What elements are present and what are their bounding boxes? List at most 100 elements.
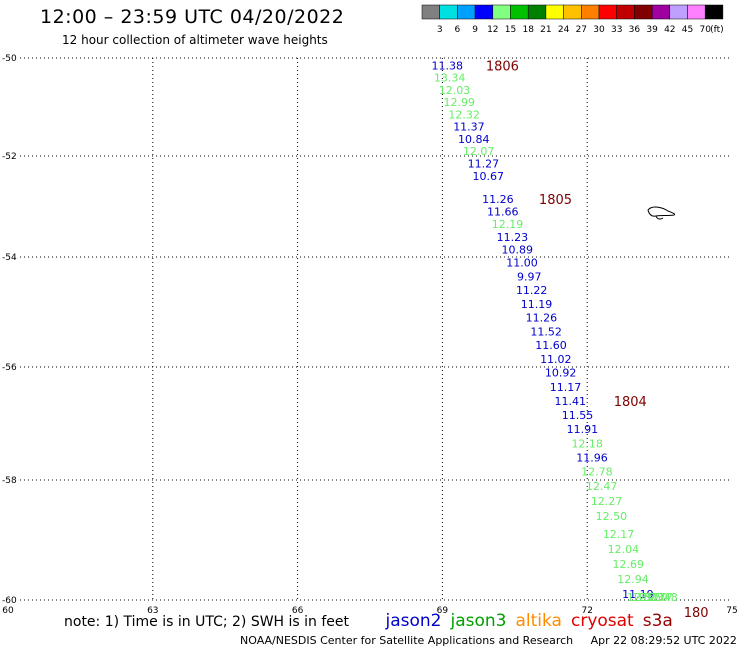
wave-height-point: 10.67 bbox=[473, 170, 505, 183]
x-tick-label: 75 bbox=[726, 606, 737, 616]
y-tick-label: -58 bbox=[2, 476, 17, 486]
legend-swatch bbox=[421, 4, 440, 20]
time-label: 1805 bbox=[539, 193, 572, 208]
satellite-altika: altika bbox=[515, 611, 562, 631]
wave-height-point: 11.60 bbox=[535, 339, 567, 352]
satellite-s3a: s3a bbox=[642, 611, 673, 631]
satellite-jason2: jason2 bbox=[385, 611, 442, 631]
footer-credit: NOAA/NESDIS Center for Satellite Applica… bbox=[240, 634, 574, 647]
legend-swatch bbox=[492, 4, 511, 20]
x-tick-label: 66 bbox=[292, 606, 304, 616]
wave-height-labels: 11.3813.3412.0312.9912.3211.3710.8412.07… bbox=[431, 59, 677, 604]
wave-height-point: 11.66 bbox=[487, 206, 519, 219]
wave-height-point: 12.99 bbox=[444, 96, 476, 109]
legend-swatch bbox=[563, 4, 582, 20]
time-labels: 1806 1805 1804 180 bbox=[486, 59, 709, 621]
legend-label: 39 bbox=[646, 25, 658, 35]
satellite-legend: jason2 jason3 altika cryosat s3a bbox=[385, 611, 681, 631]
legend-swatch bbox=[687, 4, 706, 20]
wave-height-point: 12.19 bbox=[492, 218, 524, 231]
wave-height-point: 11.00 bbox=[506, 257, 538, 270]
x-tick-label: 72 bbox=[581, 606, 592, 616]
wave-height-point: 13.34 bbox=[434, 72, 466, 85]
time-label: 1806 bbox=[486, 59, 519, 74]
grid-lines bbox=[20, 57, 732, 601]
chart-subtitle: 12 hour collection of altimeter wave hei… bbox=[62, 33, 328, 47]
wave-height-point: 10.84 bbox=[458, 133, 490, 146]
legend-label: 15 bbox=[505, 25, 516, 35]
wave-height-point: 11.52 bbox=[530, 325, 562, 338]
legend-label: 3 bbox=[437, 25, 443, 35]
wave-height-point: 12.94 bbox=[617, 573, 649, 586]
x-tick-label: 60 bbox=[2, 606, 14, 616]
legend-unit: (ft) bbox=[710, 25, 724, 35]
legend-swatch bbox=[581, 4, 600, 20]
legend-label: 33 bbox=[611, 25, 622, 35]
legend-label: 27 bbox=[576, 25, 587, 35]
x-tick-label: 69 bbox=[437, 606, 449, 616]
wave-height-point: 12.18 bbox=[571, 437, 603, 450]
wave-height-point: 12.47 bbox=[586, 480, 618, 493]
axis-tick-labels: 60 63 66 69 72 75 -50 -52 -54 -56 -58 -60 bbox=[2, 54, 738, 616]
wave-height-point: 12.48 bbox=[646, 591, 678, 604]
legend-label: 12 bbox=[487, 25, 498, 35]
legend-label: 42 bbox=[664, 25, 675, 35]
legend-label: 70 bbox=[699, 25, 711, 35]
wave-height-point: 12.03 bbox=[439, 84, 471, 97]
y-tick-label: -52 bbox=[2, 152, 17, 162]
wave-height-point: 11.22 bbox=[516, 284, 548, 297]
wave-height-point: 12.17 bbox=[603, 528, 635, 541]
island-outline-icon bbox=[647, 206, 676, 220]
legend-swatch bbox=[634, 4, 653, 20]
wave-height-point: 12.57 bbox=[627, 591, 659, 604]
y-tick-label: -50 bbox=[2, 54, 17, 64]
wave-height-point: 11.23 bbox=[497, 231, 529, 244]
wave-height-point: 12.04 bbox=[608, 543, 640, 556]
wave-height-point: 11.55 bbox=[562, 409, 594, 422]
legend-swatch bbox=[598, 4, 617, 20]
satellite-jason3: jason3 bbox=[450, 611, 507, 631]
footer: NOAA/NESDIS Center for Satellite Applica… bbox=[240, 634, 740, 647]
wave-height-point: 11.26 bbox=[526, 312, 558, 325]
legend-swatch bbox=[545, 4, 564, 20]
wave-height-point: 12.78 bbox=[581, 466, 613, 479]
wave-height-point: 11.96 bbox=[576, 451, 608, 464]
wave-height-point: 9.97 bbox=[517, 270, 542, 283]
legend-swatch bbox=[439, 4, 458, 20]
chart-title: 12:00 – 23:59 UTC 04/20/2022 bbox=[40, 6, 345, 28]
legend-swatch bbox=[527, 4, 547, 20]
legend-label: 24 bbox=[558, 25, 570, 35]
wave-height-point: 12.07 bbox=[463, 145, 495, 158]
wave-height-point: 12.50 bbox=[596, 510, 628, 523]
legend-swatch bbox=[510, 4, 529, 20]
legend-label: 21 bbox=[540, 25, 551, 35]
legend-label: 36 bbox=[629, 25, 641, 35]
time-label: 1804 bbox=[614, 395, 647, 410]
time-label: 180 bbox=[684, 606, 709, 621]
legend-swatch bbox=[704, 4, 724, 20]
y-tick-label: -54 bbox=[2, 253, 17, 263]
wave-height-point: 11.19 bbox=[521, 298, 553, 311]
legend-swatch bbox=[457, 4, 476, 20]
footer-timestamp: Apr 22 08:29:52 UTC 2022 bbox=[590, 634, 737, 647]
legend-label: 9 bbox=[472, 25, 478, 35]
wave-height-point: 12.69 bbox=[612, 558, 644, 571]
y-tick-label: -56 bbox=[2, 363, 17, 373]
wave-height-point: 13.50 bbox=[637, 591, 669, 604]
note-line: note: 1) Time is in UTC; 2) SWH is in fe… bbox=[64, 611, 682, 631]
color-legend: 3 6 9 12 15 18 21 24 27 30 33 36 39 42 45 70 (ft) bbox=[421, 4, 724, 35]
x-tick-label: 63 bbox=[147, 606, 158, 616]
legend-swatch bbox=[616, 4, 635, 20]
wave-height-point: 11.17 bbox=[550, 381, 582, 394]
wave-height-point: 11.38 bbox=[431, 59, 463, 72]
wave-height-point: 11.02 bbox=[540, 353, 572, 366]
wave-height-point: 12.77 bbox=[641, 591, 673, 604]
legend-label: 18 bbox=[522, 25, 534, 35]
legend-label: 6 bbox=[455, 25, 461, 35]
wave-height-point: 11.91 bbox=[567, 423, 599, 436]
legend-label: 45 bbox=[682, 25, 693, 35]
wave-height-point: 12.32 bbox=[448, 108, 480, 121]
satellite-cryosat: cryosat bbox=[570, 611, 634, 631]
legend-swatch bbox=[474, 4, 494, 20]
